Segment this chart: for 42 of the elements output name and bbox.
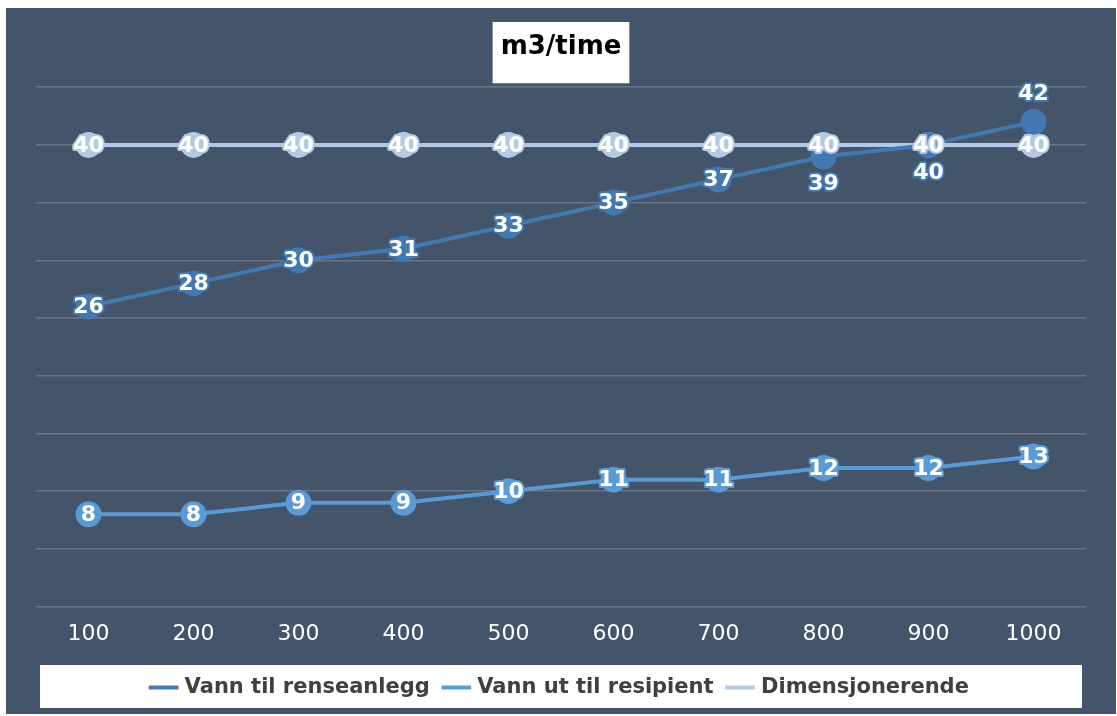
data-label: 35	[598, 189, 629, 215]
x-tick-label: 400	[382, 619, 425, 645]
data-label: 8	[185, 500, 202, 526]
data-label: 10	[493, 477, 524, 503]
data-label: 39	[808, 170, 839, 196]
data-label: 40	[703, 131, 734, 157]
data-label: 33	[493, 212, 524, 238]
data-label: 13	[1018, 443, 1049, 469]
data-label: 11	[703, 466, 734, 492]
data-label: 37	[703, 166, 734, 192]
legend-label: Vann til renseanlegg	[184, 673, 430, 698]
data-label: 40	[913, 131, 944, 157]
data-label: 40	[493, 131, 524, 157]
data-label: 40	[283, 131, 314, 157]
x-tick-label: 800	[802, 619, 845, 645]
data-label: 11	[598, 466, 629, 492]
data-label: 9	[290, 489, 307, 515]
x-tick-label: 1000	[1005, 619, 1062, 645]
x-tick-label: 100	[67, 619, 110, 645]
chart-title: m3/time	[500, 30, 622, 61]
x-tick-label: 500	[487, 619, 530, 645]
data-label: 8	[80, 500, 97, 526]
x-tick-label: 900	[907, 619, 950, 645]
data-label: 40	[388, 131, 419, 157]
data-label: 42	[1018, 79, 1049, 105]
data-label: 28	[178, 270, 209, 296]
x-tick-label: 700	[697, 619, 740, 645]
data-label: 12	[913, 454, 944, 480]
data-label: 12	[808, 454, 839, 480]
x-tick-label: 200	[172, 619, 215, 645]
data-label: 31	[388, 235, 419, 261]
legend-label: Vann ut til resipient	[477, 673, 714, 698]
data-label: 26	[73, 293, 104, 319]
x-tick-label: 600	[592, 619, 635, 645]
data-label: 9	[395, 489, 412, 515]
legend-label: Dimensjonerende	[761, 673, 969, 698]
data-label: 40	[913, 158, 944, 184]
data-label: 40	[178, 131, 209, 157]
x-tick-label: 300	[277, 619, 320, 645]
data-label: 30	[283, 247, 314, 273]
point	[1020, 108, 1047, 135]
data-label: 40	[598, 131, 629, 157]
